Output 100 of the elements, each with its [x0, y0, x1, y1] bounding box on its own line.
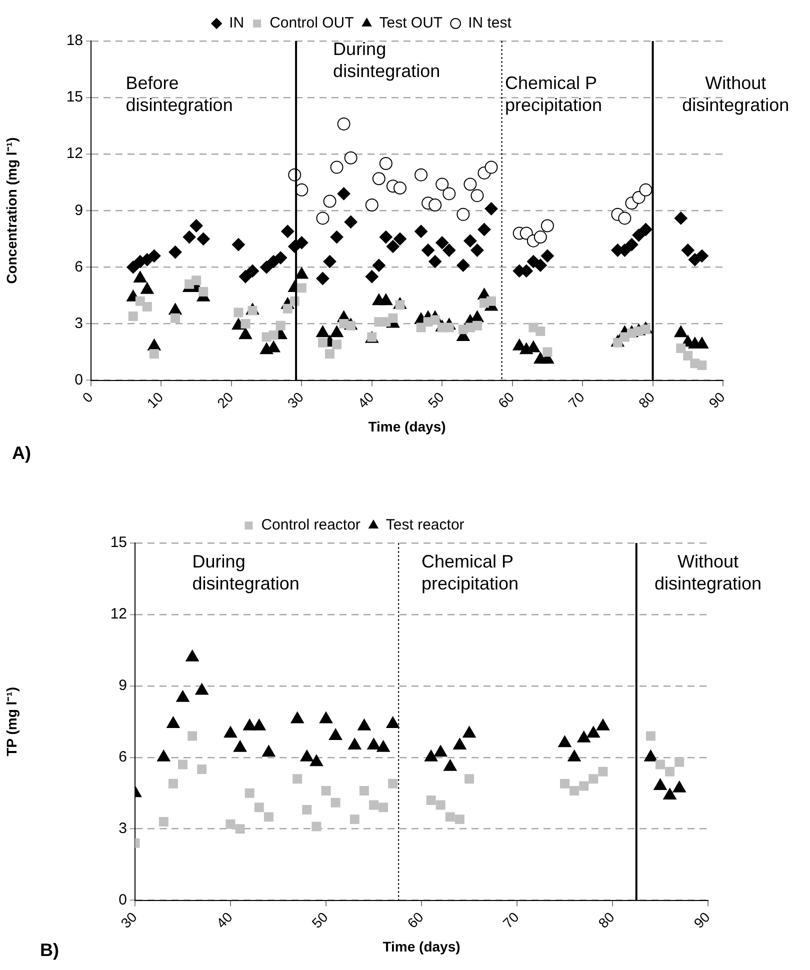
point [274, 251, 288, 264]
point [430, 315, 440, 325]
point [135, 296, 145, 306]
point [330, 160, 344, 174]
point [470, 244, 484, 257]
point [586, 726, 600, 738]
y-tick-label: 0 [74, 371, 83, 388]
point [674, 326, 688, 338]
annotation: Before disintegration [126, 72, 233, 115]
point [240, 319, 250, 328]
point [656, 760, 665, 770]
point [238, 328, 252, 340]
point [330, 326, 344, 338]
point [536, 326, 546, 336]
point [618, 212, 632, 225]
legend-label: IN [229, 14, 244, 32]
point [246, 264, 260, 278]
x-tick-label: 50 [424, 388, 448, 412]
legend-label: Test reactor [386, 516, 464, 534]
point [358, 718, 371, 730]
point [316, 272, 330, 286]
point [540, 219, 554, 232]
point [232, 238, 245, 252]
point [318, 338, 328, 348]
point [166, 716, 180, 728]
point [484, 202, 498, 216]
x-tick-label: 90 [706, 388, 728, 412]
point [379, 294, 392, 306]
point [344, 151, 358, 164]
x-axis-title: Time (days) [368, 418, 446, 434]
point [558, 736, 572, 748]
point [697, 360, 707, 370]
point [149, 349, 159, 359]
y-tick-label: 12 [110, 606, 127, 623]
point [350, 814, 360, 824]
point [388, 778, 398, 788]
point [186, 650, 199, 662]
point [445, 812, 455, 822]
point [386, 240, 400, 253]
point [268, 330, 278, 340]
point [235, 824, 245, 834]
y-tick-label: 15 [66, 88, 83, 106]
point [337, 117, 350, 130]
point [252, 718, 266, 730]
point [295, 236, 308, 250]
point [312, 822, 322, 832]
point [281, 224, 294, 238]
text: A) [12, 442, 31, 463]
point [596, 718, 610, 730]
annotation: Without disintegration [654, 552, 762, 594]
point [534, 258, 547, 272]
y-tick-label: 3 [118, 820, 127, 837]
point [190, 219, 203, 232]
point [570, 786, 580, 796]
x-tick-label: 60 [404, 908, 426, 932]
point [238, 270, 252, 284]
point [376, 740, 390, 752]
point [128, 311, 138, 321]
point [378, 802, 388, 812]
point [244, 788, 254, 798]
point [359, 786, 369, 796]
x-tick-label: 40 [213, 908, 236, 932]
point [639, 223, 652, 236]
annotation: During disintegration [192, 552, 300, 594]
y-tick-label: 9 [74, 202, 83, 219]
point [158, 816, 168, 826]
point [676, 344, 686, 354]
point [674, 212, 688, 225]
legend-label: Test OUT [379, 14, 443, 32]
point [337, 187, 350, 200]
annotation: Chemical P precipitation [504, 72, 602, 115]
point [254, 802, 264, 812]
point [534, 230, 547, 244]
point [197, 764, 207, 774]
point [393, 232, 406, 246]
point [196, 232, 210, 246]
point [436, 178, 449, 191]
point [379, 230, 392, 244]
point [484, 160, 498, 174]
text: B) [40, 940, 59, 960]
annotation: Without disintegration [682, 72, 790, 115]
point [641, 324, 650, 334]
point [344, 215, 358, 228]
point [462, 726, 476, 738]
legend-label: IN test [468, 14, 512, 32]
point [367, 738, 380, 750]
y-tick-label: 18 [66, 32, 83, 50]
point [321, 786, 331, 796]
point [290, 712, 304, 724]
point [540, 249, 554, 262]
point [182, 230, 196, 244]
y-tick-label: 6 [118, 748, 127, 766]
point [323, 255, 336, 268]
x-tick-label: 80 [595, 908, 618, 932]
point [330, 798, 340, 808]
point [512, 338, 526, 350]
point [456, 258, 470, 272]
point [588, 774, 598, 784]
point [428, 255, 442, 268]
point [302, 805, 312, 815]
